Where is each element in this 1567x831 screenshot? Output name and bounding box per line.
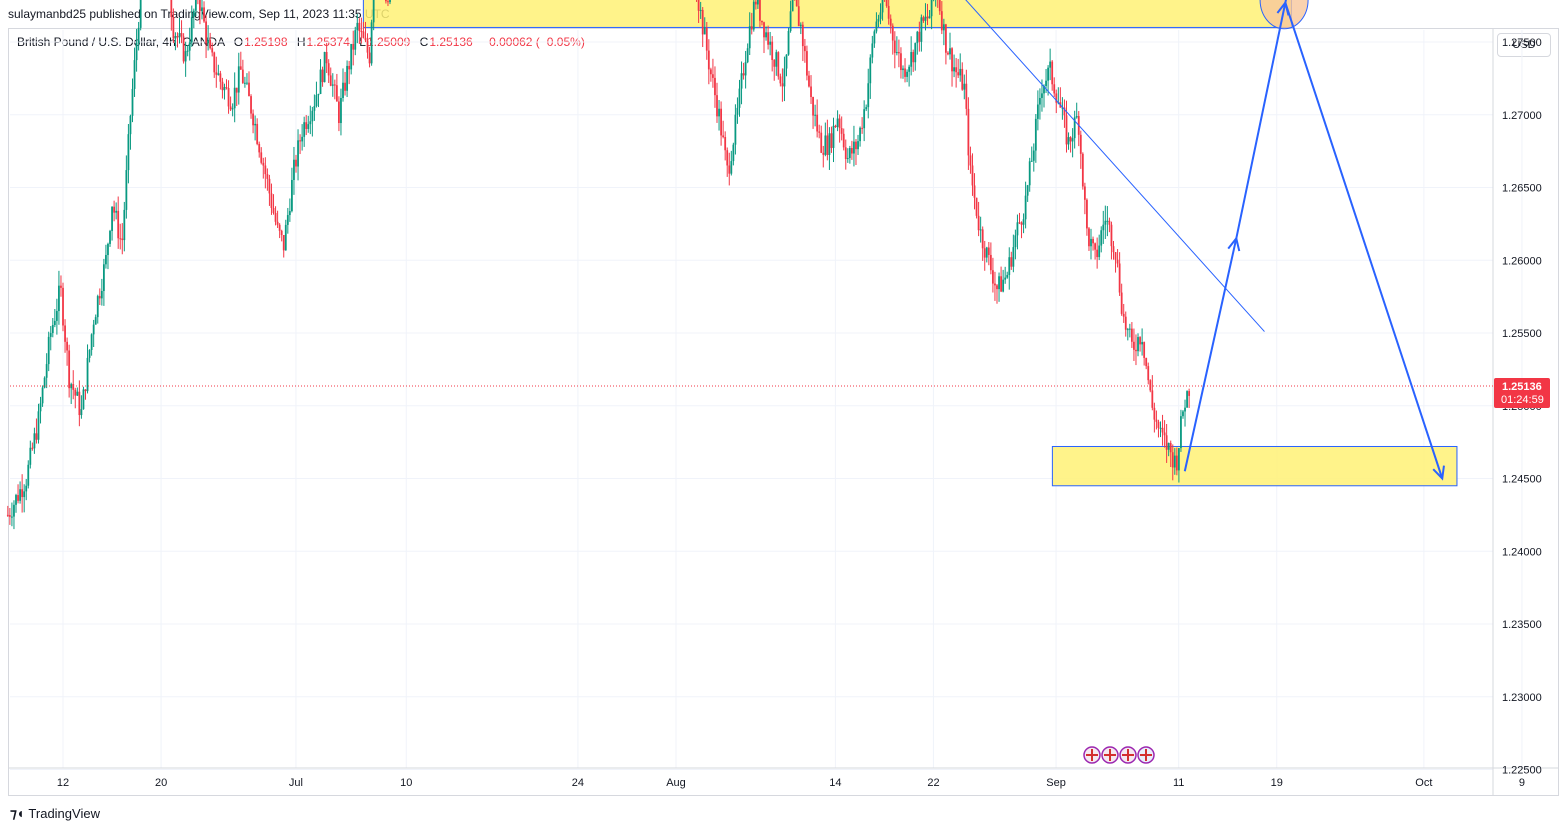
low-label: L (359, 35, 366, 49)
candle-body (697, 0, 700, 11)
candle-body (385, 0, 387, 2)
candle-body (759, 0, 761, 21)
candle-body (795, 0, 798, 7)
candle-body (930, 0, 933, 17)
candle-body (885, 0, 888, 6)
high-value: 1.25374 (306, 35, 350, 49)
symbol-legend: British Pound / U.S. Dollar, 4h, OANDA O… (17, 35, 585, 49)
symbol-title: British Pound / U.S. Dollar, 4h, OANDA (17, 35, 225, 49)
high-label: H (296, 35, 306, 49)
close-value: 1.25136 (429, 35, 473, 49)
footer-brand-label: TradingView (28, 806, 100, 821)
candle-body (877, 18, 880, 22)
highlight-circle (1259, 0, 1309, 30)
candle-body (752, 1, 755, 30)
candle-body (699, 9, 702, 11)
candle-body (881, 0, 884, 13)
middle-resistance-zone (362, 0, 1292, 28)
candle-body (791, 0, 794, 12)
change-value: −0.00062 (−0.05%) (482, 35, 585, 49)
low-value: 1.25009 (366, 35, 411, 49)
candle-body (938, 0, 941, 12)
candle-body (387, 1, 389, 3)
footer-brand[interactable]: ⁊◖ TradingView (10, 805, 100, 822)
candle-body (389, 0, 391, 3)
open-value: 1.25198 (244, 35, 288, 49)
chart-pane[interactable] (8, 28, 1559, 796)
currency-button[interactable]: USD (1497, 33, 1551, 57)
candle-body (754, 1, 757, 5)
open-label: O (233, 35, 244, 49)
candle-body (761, 20, 763, 23)
candle-body (756, 0, 759, 5)
publish-info: sulaymanbd25 published on TradingView.co… (8, 7, 390, 21)
candle-body (797, 6, 800, 27)
tradingview-logo-icon: ⁊◖ (10, 805, 24, 821)
candle-body (924, 16, 927, 21)
candle-body (799, 24, 802, 27)
close-label: C (419, 35, 429, 49)
candle-body (922, 17, 925, 21)
candle-body (887, 5, 890, 19)
candle-body (879, 12, 882, 19)
candle-body (889, 18, 892, 26)
candle-body (926, 16, 929, 19)
arrow-leg-2-head (1276, 0, 1290, 16)
arrow-leg-3 (1284, 0, 1287, 3)
candle-body (928, 16, 931, 19)
